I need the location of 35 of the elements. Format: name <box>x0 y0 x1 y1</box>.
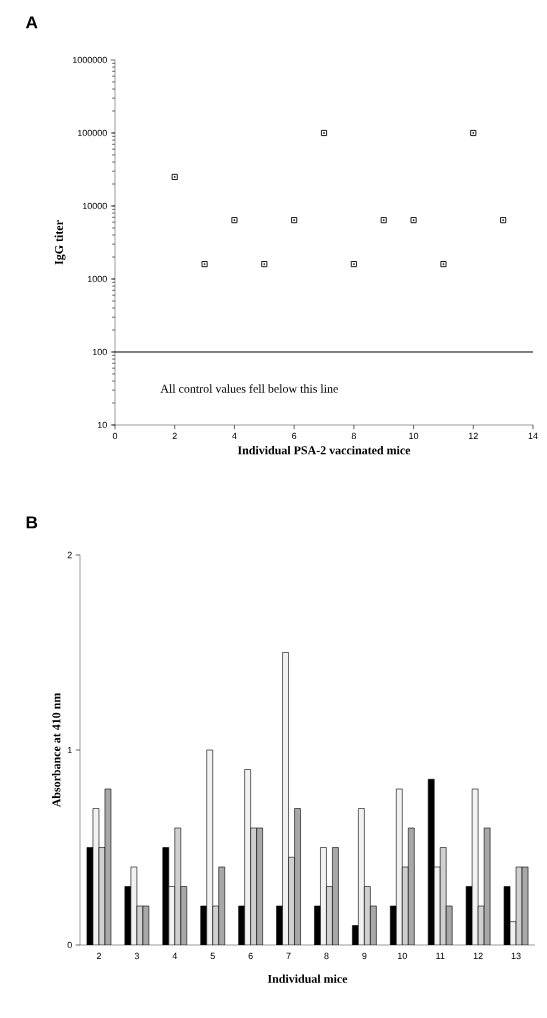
y-axis-title: Absorbance at 410 nm <box>51 692 61 808</box>
y-tick-label: 2 <box>67 551 72 559</box>
x-tick-label: 8 <box>324 952 329 960</box>
x-tick-label: 10 <box>409 432 419 440</box>
y-tick-label: 10000 <box>82 202 107 210</box>
y-tick-label: 1 <box>67 746 72 754</box>
x-axis-title: Individual PSA-2 vaccinated mice <box>237 445 411 455</box>
chart-title: B <box>26 516 38 529</box>
x-tick-label: 7 <box>286 952 291 959</box>
y-tick-label: 1000000 <box>73 56 107 64</box>
x-tick-label: 8 <box>351 432 356 440</box>
x-tick-label: 0 <box>112 432 118 440</box>
x-tick-label: 5 <box>210 952 215 960</box>
annotation: All control values fell below this line <box>160 384 338 393</box>
chart-title: A <box>25 16 38 29</box>
x-tick-label: 6 <box>248 952 253 960</box>
x-axis-title: Individual mice <box>267 974 348 983</box>
x-tick-label: 9 <box>362 952 367 960</box>
x-tick-label: 4 <box>232 432 237 439</box>
x-tick-label: 2 <box>172 432 177 440</box>
x-tick-label: 12 <box>468 432 478 440</box>
x-tick-label: 4 <box>172 952 178 959</box>
x-tick-label: 10 <box>398 952 407 960</box>
x-tick-label: 14 <box>528 432 538 439</box>
x-tick-label: 13 <box>511 952 521 960</box>
x-tick-label: 11 <box>436 952 445 959</box>
x-tick-label: 3 <box>134 952 139 960</box>
y-tick-label: 100000 <box>78 129 107 137</box>
x-tick-label: 6 <box>292 432 297 440</box>
y-tick-label: 0 <box>67 941 72 949</box>
y-tick-label: 10 <box>97 421 107 429</box>
y-axis-title: IgG titer <box>54 220 66 265</box>
y-tick-label: 100 <box>92 348 107 356</box>
x-tick-label: 12 <box>473 952 483 960</box>
y-tick-label: 1000 <box>87 275 107 283</box>
